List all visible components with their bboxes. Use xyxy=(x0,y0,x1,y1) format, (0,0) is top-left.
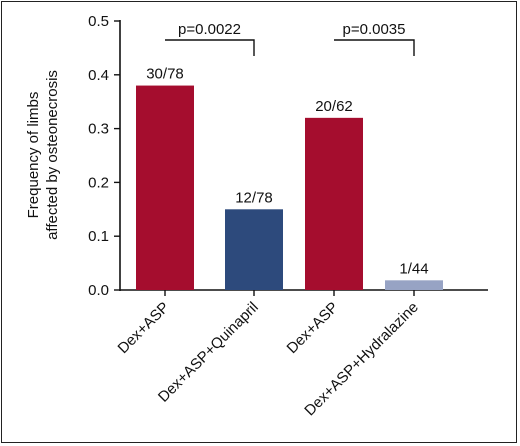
y-axis-title-line: affected by osteonecrosis xyxy=(44,70,61,240)
y-tick-label: 0.3 xyxy=(88,121,109,138)
y-tick-label: 0.5 xyxy=(88,13,109,30)
bar-value-label: 12/78 xyxy=(235,189,273,206)
y-tick-label: 0.0 xyxy=(88,282,109,299)
p-value-label: p=0.0035 xyxy=(343,21,406,38)
y-tick-label: 0.4 xyxy=(88,67,109,84)
y-axis-title: Frequency of limbs affected by osteonecro… xyxy=(25,70,61,240)
y-tick-label: 0.2 xyxy=(88,174,109,191)
bar-value-label: 1/44 xyxy=(399,260,428,277)
x-axis xyxy=(120,289,488,296)
y-axis: 0.0 0.1 0.2 0.3 0.4 0.5 xyxy=(88,13,121,299)
category-label: Dex+ASP xyxy=(115,299,173,357)
bar xyxy=(136,85,194,290)
y-tick-label: 0.1 xyxy=(88,228,109,245)
bar-value-label: 30/78 xyxy=(146,66,184,83)
bar xyxy=(305,117,363,290)
bars xyxy=(136,85,443,290)
bar xyxy=(385,280,443,290)
category-label: Dex+ASP xyxy=(284,299,342,357)
significance-brackets: p=0.0022 p=0.0035 xyxy=(165,21,415,56)
bar xyxy=(225,209,283,290)
bracket-line xyxy=(334,39,415,56)
p-value-label: p=0.0022 xyxy=(178,21,241,38)
bar-value-label: 20/62 xyxy=(315,98,353,115)
y-axis-title-line: Frequency of limbs xyxy=(25,92,42,219)
data-labels: 30/78 12/78 20/62 1/44 xyxy=(146,66,428,278)
bracket-line xyxy=(165,39,255,56)
category-label: Dex+ASP+Quinapril xyxy=(155,299,262,406)
